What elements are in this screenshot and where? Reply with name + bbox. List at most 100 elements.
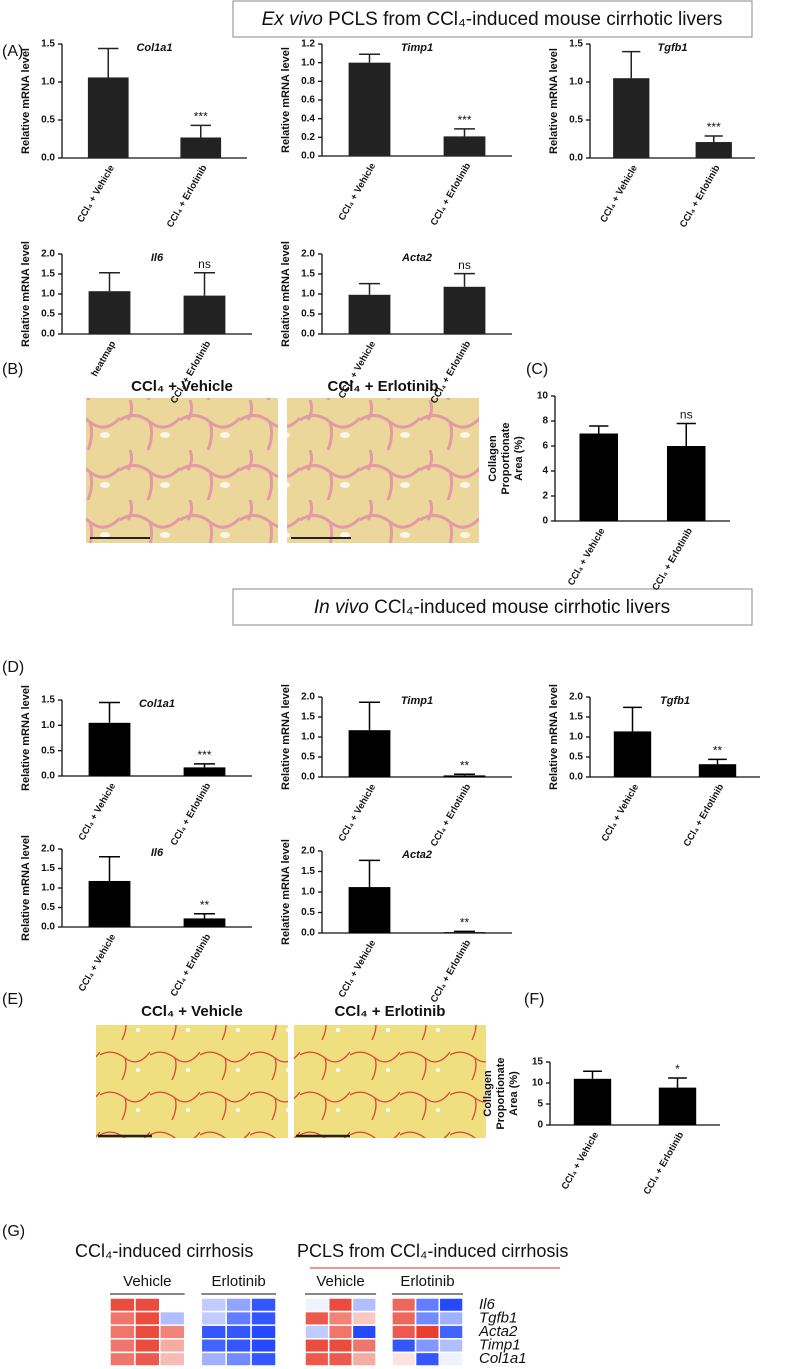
- y-tick-label: 1.5: [41, 269, 55, 280]
- significance: **: [460, 916, 470, 930]
- bar: [613, 731, 652, 777]
- panel-label: (F): [524, 991, 544, 1008]
- heatmap-cell: [200, 1297, 227, 1313]
- y-tick-label: 2.0: [41, 844, 55, 855]
- error-bar: [359, 282, 380, 295]
- heatmap-cell: [351, 1310, 377, 1326]
- header-italic: Ex vivo: [262, 9, 323, 30]
- heatmap-cell: [134, 1338, 161, 1354]
- y-tick-label: 1.0: [301, 732, 315, 743]
- y-tick-label: 15: [532, 1057, 544, 1068]
- y-tick-label: 0.0: [41, 922, 55, 933]
- significance: ***: [457, 113, 471, 127]
- y-tick-label: 2.0: [41, 249, 55, 260]
- error-bar: [676, 422, 696, 446]
- heatmap-cell: [438, 1338, 464, 1354]
- panel-labels: (A) (B) (C) (D) (E) (F) (G): [2, 43, 548, 1240]
- header-italic: In vivo: [314, 597, 369, 618]
- heatmap-cell: [159, 1324, 186, 1340]
- heatmap-cell: [200, 1324, 227, 1340]
- heatmap-cell: [414, 1351, 441, 1367]
- error-bar: [454, 930, 475, 933]
- panel-label: (A): [2, 43, 23, 60]
- y-tick-label: 1.5: [41, 695, 55, 706]
- bar-chart: 0.0 0.5 1.0 1.5 Relative mRNA level Col1a1 CCl…: [20, 685, 252, 848]
- y-tick-label: 1.5: [569, 39, 583, 50]
- heatmap-cell: [109, 1324, 136, 1340]
- y-tick-label: 10: [532, 1078, 544, 1089]
- y-tick-label: 0.5: [41, 309, 55, 320]
- error-bar: [454, 272, 475, 287]
- x-tick-label: CCl₄ + Erlotinib: [429, 938, 474, 1004]
- chart-title: Timp1: [401, 42, 433, 54]
- y-tick-label: 0.0: [301, 151, 315, 162]
- heatmap-cell: [414, 1338, 441, 1354]
- y-axis-label: Relative mRNA level: [280, 241, 292, 347]
- significance: **: [713, 744, 723, 758]
- error-bar: [359, 701, 380, 731]
- heatmap-cell: [414, 1297, 441, 1313]
- y-tick-label: 0.0: [569, 153, 583, 164]
- y-tick-label: 1.2: [301, 39, 315, 50]
- heatmap-cell: [225, 1297, 252, 1313]
- heatmap-cell: [414, 1324, 441, 1340]
- chart-title: Acta2: [401, 849, 432, 861]
- histology-image: [287, 398, 479, 543]
- y-tick-label: 1.0: [569, 732, 583, 743]
- bar: [613, 78, 650, 158]
- bar: [579, 433, 618, 521]
- header-frame: [232, 588, 753, 626]
- y-tick-label: 1.0: [301, 289, 315, 300]
- heatmap-cell: [250, 1297, 277, 1313]
- chart-title: Tgfb1: [660, 695, 690, 707]
- x-tick-label: CCl₄ + Erlotinib: [169, 339, 214, 405]
- x-tick-label: CCl₄ + Vehicle: [77, 781, 119, 842]
- bar-chart: 0 5 10 15 Collagen Proportionate Area (%) CCl₄ …: [482, 1057, 720, 1197]
- heatmap-cell: [351, 1338, 377, 1354]
- group-label: Vehicle: [316, 1273, 364, 1290]
- x-tick-label: CCl₄ + Vehicle: [75, 163, 117, 224]
- heatmap-cell: [391, 1324, 417, 1340]
- y-tick-label: 0.0: [41, 153, 55, 164]
- x-tick-label: CCl₄ + Vehicle: [598, 163, 640, 224]
- x-tick-label: heatmap: [89, 339, 118, 379]
- y-tick-label: 1.0: [41, 289, 55, 300]
- error-bar: [194, 272, 215, 296]
- group-label: Erlotinib: [400, 1273, 454, 1290]
- image-title: CCl₄ + Vehicle: [131, 378, 233, 395]
- y-tick-label: 0.5: [569, 752, 583, 763]
- y-axis-label: Relative mRNA level: [548, 684, 560, 790]
- error-bar: [194, 763, 215, 768]
- heatmap-cell: [327, 1324, 354, 1340]
- bar: [88, 722, 131, 776]
- significance: *: [675, 1062, 680, 1076]
- y-tick-label: 0.5: [301, 907, 315, 918]
- bar: [87, 77, 129, 158]
- image-title: CCl₄ + Erlotinib: [328, 378, 439, 395]
- header-box: Ex vivo PCLS from CCl₄-induced mouse cir…: [232, 0, 753, 626]
- chart-title: Tgfb1: [658, 42, 688, 54]
- error-bar: [194, 912, 215, 919]
- bar-chart: 0.0 0.5 1.0 1.5 2.0 Relative mRNA level Timp1 C…: [280, 684, 512, 849]
- x-tick-label: CCl₄ + Vehicle: [566, 526, 608, 587]
- y-axis-label: Relative mRNA level: [548, 48, 560, 154]
- panel-label: (E): [2, 991, 23, 1008]
- row-label: Acta2: [478, 1323, 518, 1340]
- y-tick-label: 6: [542, 441, 548, 452]
- bar-chart: 0.0 0.5 1.0 1.5 Relative mRNA level Col1a1 CCl…: [20, 39, 247, 230]
- y-axis-label: Area (%): [508, 1071, 520, 1116]
- y-tick-label: 0.5: [41, 902, 55, 913]
- x-tick-label: CCl₄ + Erlotinib: [429, 161, 474, 227]
- header: Ex vivo PCLS from CCl₄-induced mouse cir…: [262, 9, 723, 30]
- significance: ns: [680, 408, 693, 422]
- heatmap-cell: [391, 1351, 417, 1367]
- heatmap-cell: [304, 1351, 330, 1367]
- y-tick-label: 0.5: [41, 115, 55, 126]
- bar: [88, 880, 131, 927]
- bar: [667, 446, 706, 521]
- y-tick-label: 1.5: [301, 866, 315, 877]
- heatmap-cell: [438, 1297, 464, 1313]
- x-tick-label: CCl₄ + Erlotinib: [429, 782, 474, 848]
- error-bar: [583, 1070, 602, 1079]
